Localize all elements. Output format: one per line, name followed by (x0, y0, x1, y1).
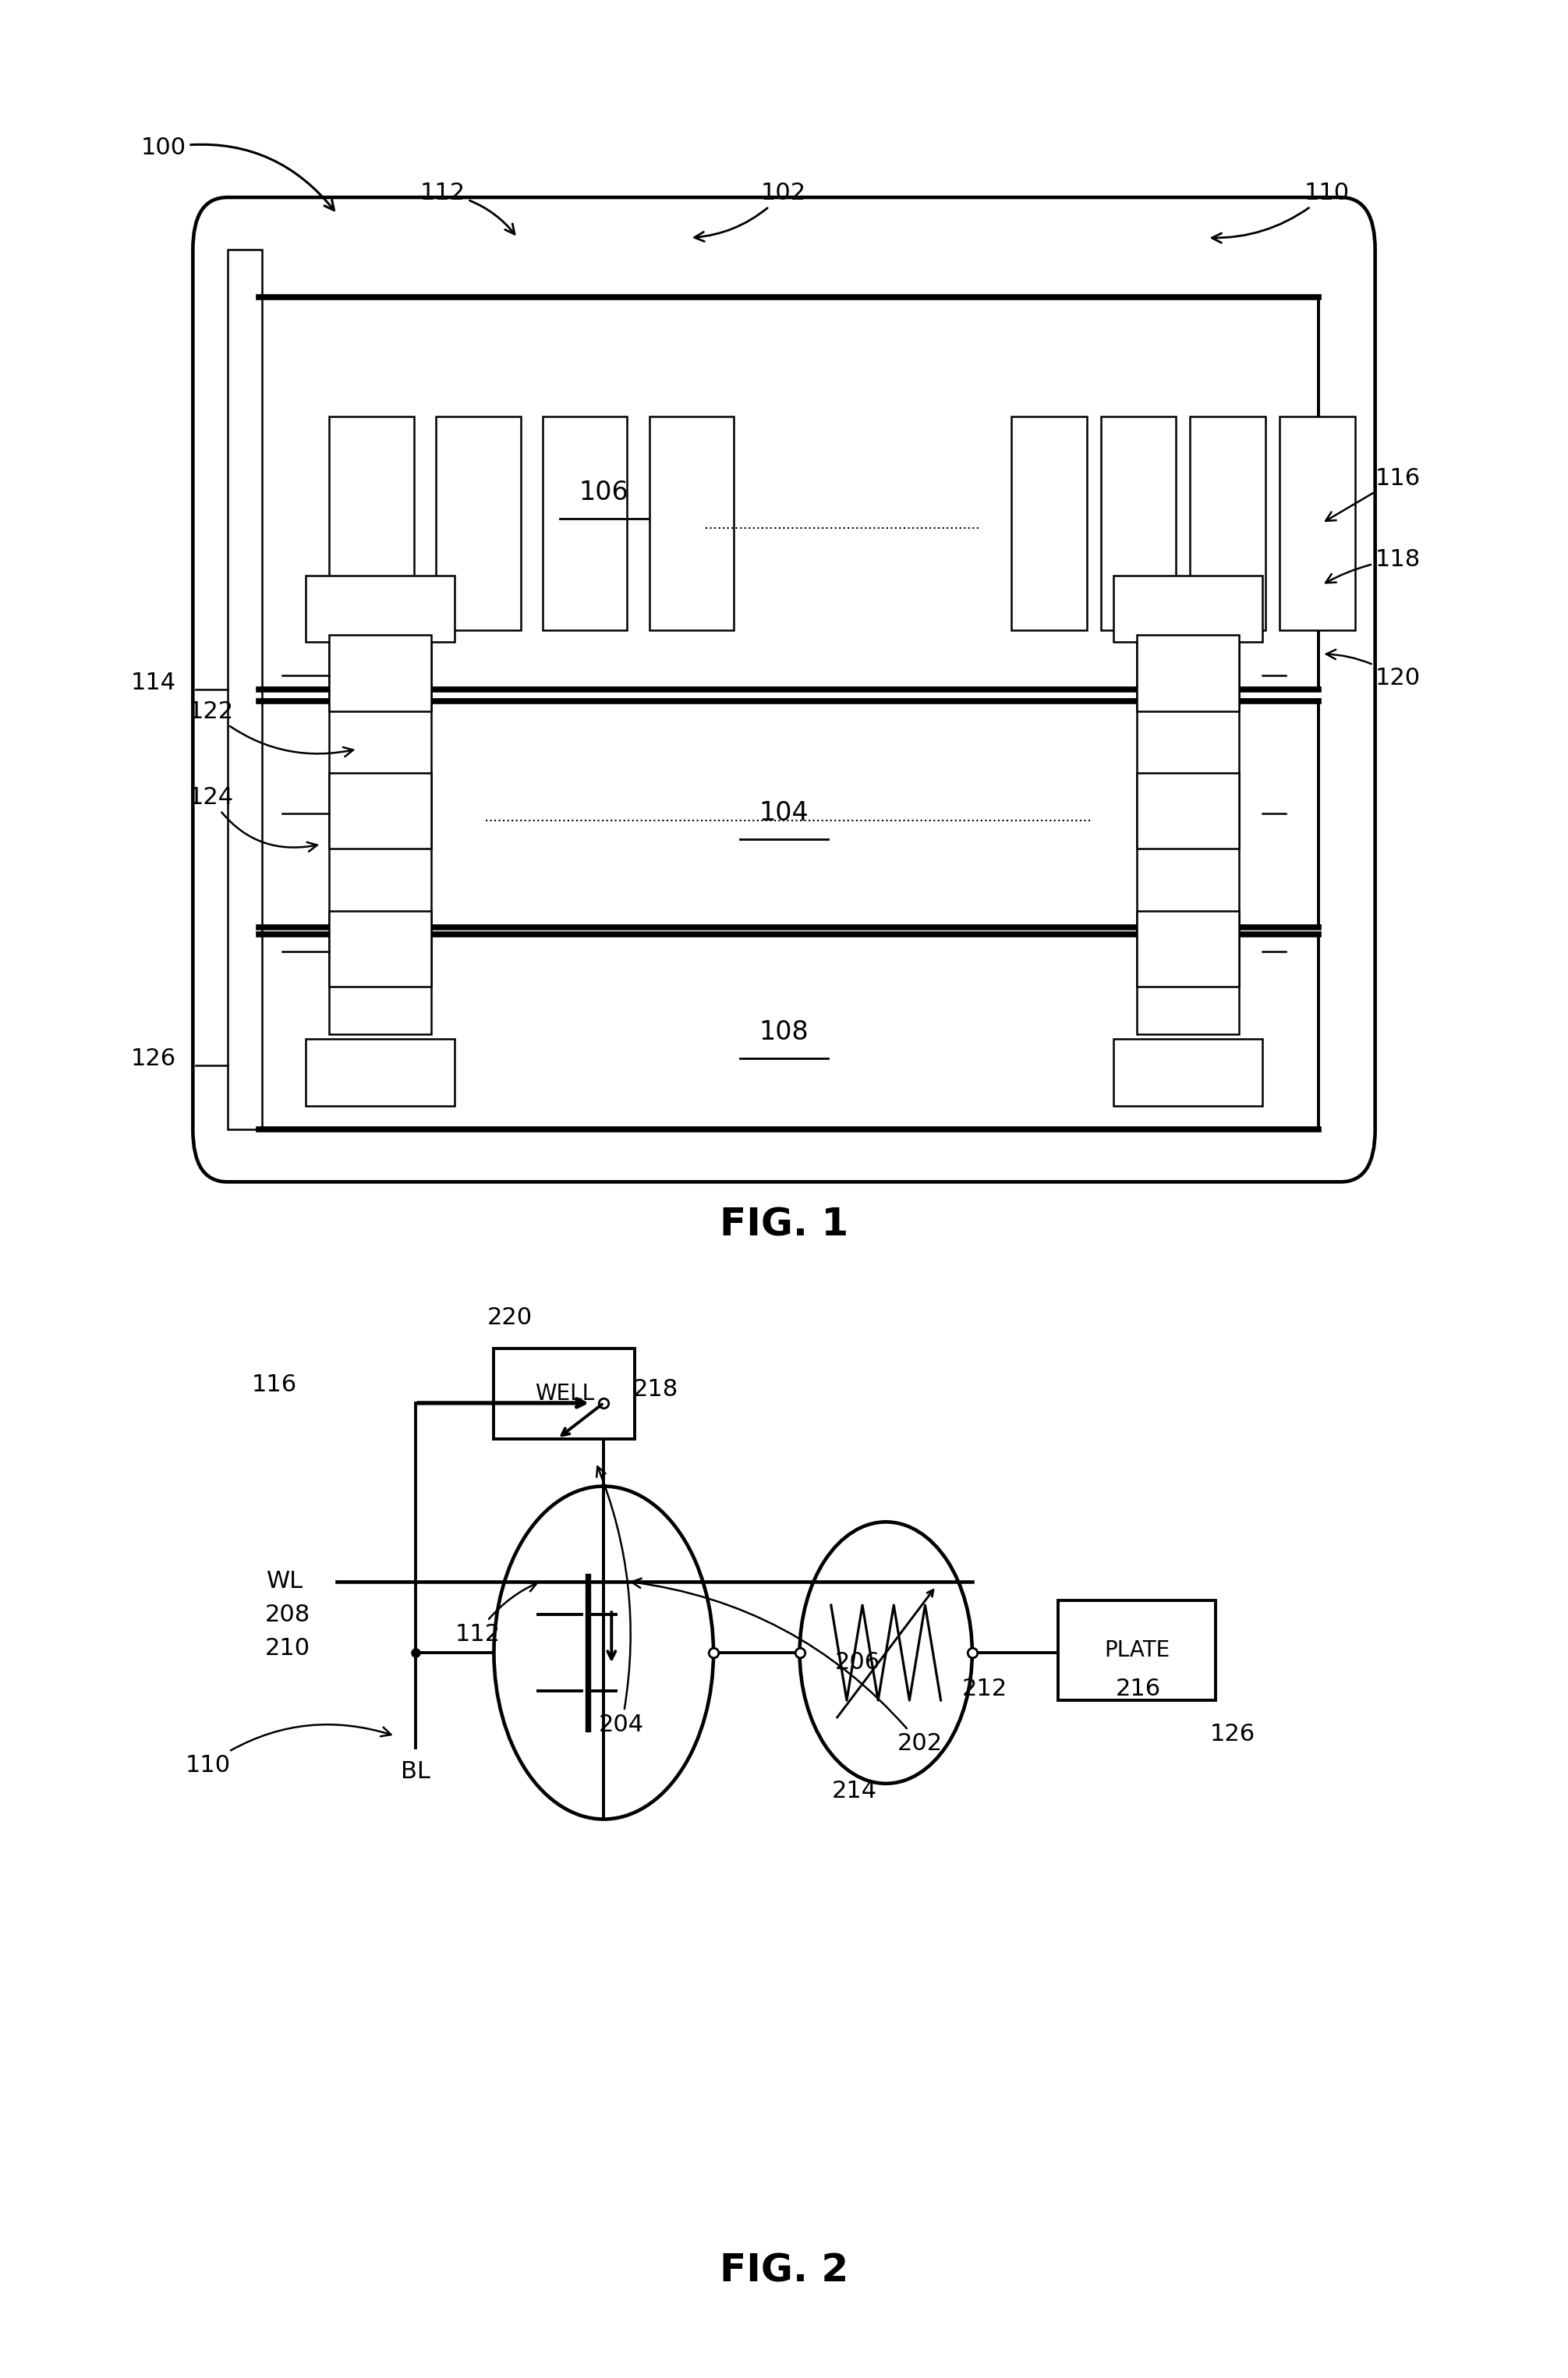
Bar (494, 1348, 635, 1439)
Text: 206: 206 (836, 1650, 880, 1674)
Text: 212: 212 (963, 1676, 1007, 1700)
Bar (329, 635, 431, 711)
Text: 112: 112 (420, 181, 514, 233)
Bar (227, 250, 262, 1130)
FancyBboxPatch shape (193, 197, 1375, 1182)
Text: 204: 204 (597, 1467, 644, 1736)
Bar (1137, 642, 1239, 1034)
Text: 118: 118 (1325, 547, 1421, 583)
Text: 116: 116 (252, 1372, 296, 1396)
Bar (259, 702, 1319, 927)
Bar (1011, 416, 1087, 630)
Text: 110: 110 (1212, 181, 1350, 243)
Text: 218: 218 (633, 1377, 677, 1401)
Bar (436, 416, 521, 630)
Bar (1113, 1039, 1262, 1106)
Text: 100: 100 (141, 136, 334, 209)
Bar (306, 1039, 455, 1106)
Text: WL: WL (267, 1569, 304, 1593)
Text: FIG. 2: FIG. 2 (720, 2252, 848, 2290)
Text: 208: 208 (265, 1603, 310, 1627)
Bar (329, 416, 414, 630)
Text: 216: 216 (1116, 1676, 1160, 1700)
Bar (649, 416, 734, 630)
Text: 126: 126 (1210, 1722, 1254, 1745)
Text: BL: BL (401, 1760, 430, 1784)
Text: 104: 104 (759, 801, 809, 825)
Bar (306, 575, 455, 642)
Text: 102: 102 (695, 181, 806, 243)
Text: 108: 108 (759, 1020, 809, 1044)
Text: 126: 126 (132, 1046, 176, 1070)
Text: PLATE: PLATE (1104, 1638, 1170, 1662)
Text: 214: 214 (833, 1779, 877, 1803)
Bar (543, 416, 627, 630)
Bar (1058, 1600, 1215, 1700)
Bar (1101, 416, 1176, 630)
Bar (1137, 635, 1239, 711)
Bar (1137, 773, 1239, 849)
Text: 116: 116 (1325, 466, 1421, 521)
Bar (329, 642, 431, 1034)
Text: 124: 124 (188, 785, 317, 851)
Bar (259, 935, 1319, 1130)
Bar (1190, 416, 1265, 630)
Text: 220: 220 (488, 1306, 532, 1329)
Bar (259, 297, 1319, 690)
Text: 210: 210 (265, 1636, 310, 1660)
Text: 112: 112 (455, 1584, 536, 1646)
Bar (329, 911, 431, 987)
Text: 110: 110 (185, 1724, 390, 1776)
Text: WELL: WELL (535, 1382, 594, 1405)
Text: 114: 114 (132, 671, 176, 694)
Bar (329, 773, 431, 849)
Text: 202: 202 (632, 1579, 942, 1755)
Bar (1113, 575, 1262, 642)
Bar (1279, 416, 1355, 630)
Bar (1137, 911, 1239, 987)
Text: 122: 122 (188, 699, 353, 756)
Text: FIG. 1: FIG. 1 (720, 1206, 848, 1244)
Text: 120: 120 (1327, 649, 1421, 690)
Text: 106: 106 (579, 480, 629, 504)
